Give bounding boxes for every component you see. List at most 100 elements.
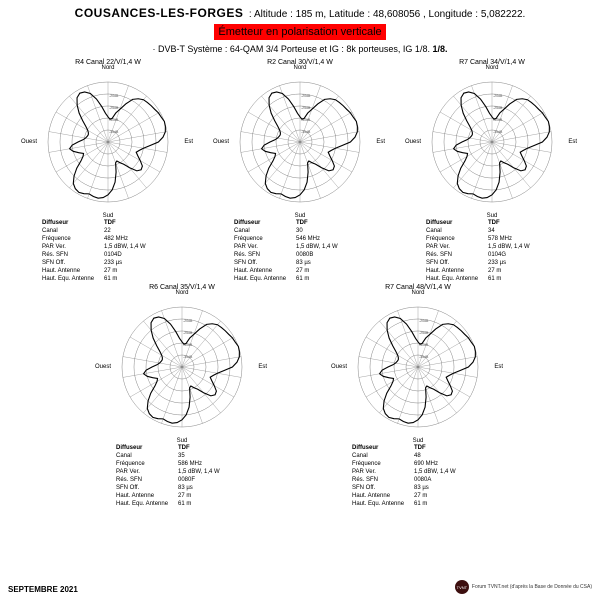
spec-row: Haut. Equ. Antenne61 m bbox=[234, 275, 366, 283]
spec-key: Diffuseur bbox=[42, 219, 104, 227]
cardinal-east: Est bbox=[568, 139, 577, 145]
alt-value: 185 m, bbox=[296, 9, 327, 20]
polar-chart: -35dB-30dB-25dB-20dBNordSudEstOuest bbox=[417, 67, 567, 217]
svg-text:-35dB: -35dB bbox=[419, 355, 429, 359]
charts-grid: R4 Canal 22/V/1,4 W-35dB-30dB-25dB-20dBN… bbox=[8, 58, 592, 508]
spec-key: Haut. Equ. Antenne bbox=[352, 500, 414, 508]
spec-value: TDF bbox=[488, 219, 558, 227]
spec-table: DiffuseurTDFCanal30Fréquence546 MHzPAR V… bbox=[234, 219, 366, 283]
spec-row: PAR Ver.1,5 dBW, 1,4 W bbox=[352, 468, 484, 476]
cardinal-east: Est bbox=[376, 139, 385, 145]
spec-key: Canal bbox=[352, 452, 414, 460]
spec-key: Fréquence bbox=[42, 235, 104, 243]
spec-key: Rés. SFN bbox=[234, 251, 296, 259]
spec-key: Haut. Equ. Antenne bbox=[42, 275, 104, 283]
chart-cell-2: R7 Canal 34/V/1,4 W-35dB-30dB-25dB-20dBN… bbox=[399, 58, 585, 283]
spec-key: SFN Off. bbox=[116, 484, 178, 492]
svg-text:-35dB: -35dB bbox=[109, 130, 119, 134]
spec-key: Fréquence bbox=[426, 235, 488, 243]
polar-chart: -35dB-30dB-25dB-20dBNordSudEstOuest bbox=[225, 67, 375, 217]
polarisation-badge: Émetteur en polarisation verticale bbox=[214, 24, 385, 40]
spec-key: Haut. Antenne bbox=[42, 267, 104, 275]
spec-value: 27 m bbox=[104, 267, 174, 275]
header: COUSANCES-LES-FORGES : Altitude : 185 m,… bbox=[8, 6, 592, 56]
spec-value: 22 bbox=[104, 227, 174, 235]
spec-key: Haut. Equ. Antenne bbox=[116, 500, 178, 508]
spec-key: Rés. SFN bbox=[352, 476, 414, 484]
chart-cell-1: R2 Canal 30/V/1,4 W-35dB-30dB-25dB-20dBN… bbox=[207, 58, 393, 283]
spec-key: SFN Off. bbox=[234, 259, 296, 267]
spec-key: Canal bbox=[426, 227, 488, 235]
cardinal-south: Sud bbox=[103, 213, 114, 219]
spec-key: Fréquence bbox=[116, 460, 178, 468]
svg-text:-20dB: -20dB bbox=[419, 319, 429, 323]
spec-value: 27 m bbox=[296, 267, 366, 275]
spec-row: Fréquence586 MHz bbox=[116, 460, 248, 468]
chart-cell-4: R7 Canal 48/V/1,4 W-35dB-30dB-25dB-20dBN… bbox=[325, 283, 511, 508]
svg-text:-20dB: -20dB bbox=[183, 319, 193, 323]
source-logo-icon: TVNT bbox=[455, 580, 469, 594]
cardinal-east: Est bbox=[258, 364, 267, 370]
spec-value: TDF bbox=[414, 444, 484, 452]
spec-value: 0080A bbox=[414, 476, 484, 484]
alt-label: Altitude : bbox=[254, 9, 293, 20]
spec-row: SFN Off.233 µs bbox=[42, 259, 174, 267]
spec-value: 83 µs bbox=[178, 484, 248, 492]
spec-row: Canal48 bbox=[352, 452, 484, 460]
spec-row: PAR Ver.1,5 dBW, 1,4 W bbox=[42, 243, 174, 251]
spec-key: Fréquence bbox=[352, 460, 414, 468]
spec-key: PAR Ver. bbox=[234, 243, 296, 251]
cardinal-south: Sud bbox=[487, 213, 498, 219]
cardinal-north: Nord bbox=[101, 65, 114, 71]
lat-value: 48,608056 , bbox=[373, 9, 426, 20]
spec-key: Diffuseur bbox=[234, 219, 296, 227]
spec-row: Haut. Antenne27 m bbox=[234, 267, 366, 275]
spec-value: 27 m bbox=[488, 267, 558, 275]
spec-value: 61 m bbox=[414, 500, 484, 508]
svg-text:-35dB: -35dB bbox=[301, 130, 311, 134]
cardinal-west: Ouest bbox=[213, 139, 229, 145]
spec-row: PAR Ver.1,5 dBW, 1,4 W bbox=[116, 468, 248, 476]
svg-text:-25dB: -25dB bbox=[301, 106, 311, 110]
lat-label: Latitude : bbox=[329, 9, 370, 20]
spec-key: Haut. Equ. Antenne bbox=[426, 275, 488, 283]
chart-cell-3: R6 Canal 35/V/1,4 W-35dB-30dB-25dB-20dBN… bbox=[89, 283, 275, 508]
spec-key: PAR Ver. bbox=[42, 243, 104, 251]
svg-text:-35dB: -35dB bbox=[183, 355, 193, 359]
spec-value: 1,5 dBW, 1,4 W bbox=[178, 468, 248, 476]
spec-key: PAR Ver. bbox=[352, 468, 414, 476]
spec-key: Diffuseur bbox=[426, 219, 488, 227]
spec-row: Canal22 bbox=[42, 227, 174, 235]
spec-row: Rés. SFN0104G bbox=[426, 251, 558, 259]
spec-value: 1,5 dBW, 1,4 W bbox=[488, 243, 558, 251]
spec-key: SFN Off. bbox=[426, 259, 488, 267]
cardinal-north: Nord bbox=[485, 65, 498, 71]
cardinal-north: Nord bbox=[411, 290, 424, 296]
spec-row: Haut. Antenne27 m bbox=[352, 492, 484, 500]
spec-row: Haut. Antenne27 m bbox=[116, 492, 248, 500]
spec-key: Rés. SFN bbox=[116, 476, 178, 484]
footer-date: SEPTEMBRE 2021 bbox=[8, 585, 78, 594]
spec-row: DiffuseurTDF bbox=[234, 219, 366, 227]
svg-text:-20dB: -20dB bbox=[493, 94, 503, 98]
svg-text:-20dB: -20dB bbox=[301, 94, 311, 98]
spec-row: SFN Off.233 µs bbox=[426, 259, 558, 267]
chart-cell-0: R4 Canal 22/V/1,4 W-35dB-30dB-25dB-20dBN… bbox=[15, 58, 201, 283]
spec-row: Rés. SFN0080B bbox=[234, 251, 366, 259]
lon-label: Longitude : bbox=[429, 9, 479, 20]
spec-table: DiffuseurTDFCanal34Fréquence578 MHzPAR V… bbox=[426, 219, 558, 283]
polar-chart: -35dB-30dB-25dB-20dBNordSudEstOuest bbox=[107, 292, 257, 442]
spec-row: Fréquence690 MHz bbox=[352, 460, 484, 468]
site-name: COUSANCES-LES-FORGES bbox=[75, 6, 244, 20]
cardinal-north: Nord bbox=[175, 290, 188, 296]
cardinal-south: Sud bbox=[295, 213, 306, 219]
spec-value: 27 m bbox=[178, 492, 248, 500]
svg-text:-25dB: -25dB bbox=[419, 331, 429, 335]
spec-value: 233 µs bbox=[104, 259, 174, 267]
spec-value: 482 MHz bbox=[104, 235, 174, 243]
spec-value: 578 MHz bbox=[488, 235, 558, 243]
spec-value: 34 bbox=[488, 227, 558, 235]
spec-key: Canal bbox=[116, 452, 178, 460]
spec-key: Rés. SFN bbox=[42, 251, 104, 259]
spec-value: 0104D bbox=[104, 251, 174, 259]
